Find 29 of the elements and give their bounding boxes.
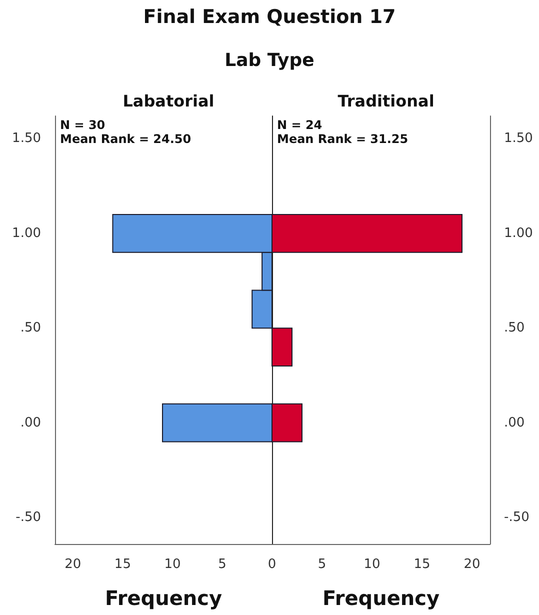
y-tick-label: 1.50 xyxy=(504,131,533,146)
y-tick-label: .50 xyxy=(504,320,525,336)
annotation: N = 24 xyxy=(277,118,322,132)
x-tick-label: 10 xyxy=(164,557,181,572)
y-tick-label: 1.00 xyxy=(504,226,533,241)
chart-subtitle: Lab Type xyxy=(224,50,316,71)
y-tick-label: 1.00 xyxy=(12,226,41,241)
x-tick-label: 15 xyxy=(414,557,430,572)
x-tick-label: 5 xyxy=(318,557,326,572)
x-axis-title: Frequency xyxy=(104,586,222,610)
text: Traditional xyxy=(338,92,434,110)
y-tick-label: .50 xyxy=(20,320,41,336)
annotation: N = 30 xyxy=(60,118,106,132)
y-tick-label: .00 xyxy=(20,415,41,430)
y-tick-label: .00 xyxy=(504,415,525,430)
chart-title: Final Exam Question 17 xyxy=(142,6,397,28)
y-tick-label: 1.50 xyxy=(12,131,41,146)
annotation: Mean Rank = 24.50 xyxy=(60,132,192,146)
x-tick-label: 0 xyxy=(268,557,276,572)
x-tick-label: 20 xyxy=(464,557,480,572)
x-tick-label: 5 xyxy=(218,557,226,572)
y-tick-label: -.50 xyxy=(504,510,530,525)
x-tick-label: 20 xyxy=(64,557,82,572)
x-tick-label: 10 xyxy=(364,557,380,572)
y-tick-label: -.50 xyxy=(16,510,41,525)
x-axis-title: Frequency xyxy=(322,586,440,610)
x-tick-label: 15 xyxy=(114,557,131,572)
annotation: Mean Rank = 31.25 xyxy=(277,132,408,146)
text: Labatorial xyxy=(122,92,214,110)
